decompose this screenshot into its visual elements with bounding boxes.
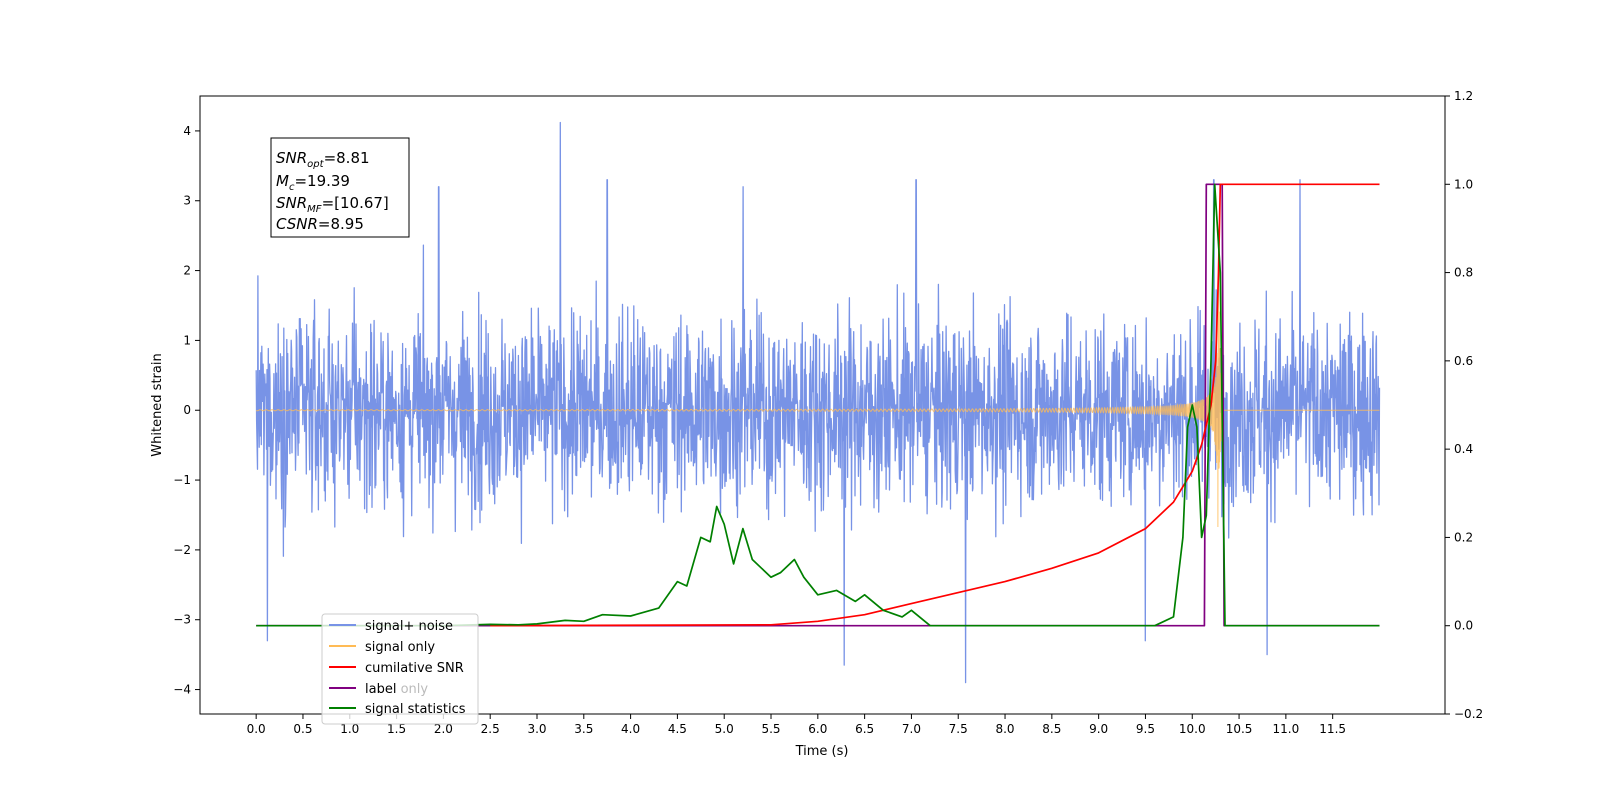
right-y-tick-label: 0.2 (1454, 530, 1473, 544)
x-axis-ticks: 0.0 0.5 1.0 1.5 2.0 2.5 3.0 3.5 4.0 4.5 5.0 5.5 6.0 6… (247, 714, 1346, 736)
x-tick-label: 9.5 (1136, 722, 1155, 736)
x-tick-label: 5.0 (715, 722, 734, 736)
legend-label-signal-statistics: signal statistics (365, 702, 466, 717)
y-tick-label: −2 (173, 543, 191, 557)
right-y-tick-label: 0.6 (1454, 354, 1473, 368)
y-axis-label: Whitened strain (150, 353, 165, 456)
legend-frame (321, 613, 479, 725)
y-tick-label: 0 (183, 403, 191, 417)
legend-overlap-mask (364, 680, 398, 696)
right-y-tick-label: 0.0 (1454, 619, 1473, 633)
overlay-series (256, 183, 1380, 627)
annotation-box (270, 137, 410, 238)
x-tick-label: 0.5 (293, 722, 312, 736)
x-tick-label: 11.0 (1273, 722, 1300, 736)
y-axis-ticks: 4 3 2 1 0 −1 −2 −3 −4 (173, 124, 200, 697)
annotation-snr-mf: SNRMF=[10.67] (276, 194, 389, 215)
x-axis-label: Time (s) (795, 744, 849, 759)
x-tick-label: 7.5 (949, 722, 968, 736)
x-tick-label: 1.5 (387, 722, 406, 736)
x-tick-label: 10.0 (1179, 722, 1206, 736)
x-tick-label: 2.0 (434, 722, 453, 736)
legend-label-cumulative-snr: cumilative SNR (365, 661, 464, 676)
y-tick-label: 2 (183, 264, 191, 278)
y-tick-label: −4 (173, 683, 191, 697)
x-tick-label: 7.0 (902, 722, 921, 736)
stats-annotation: SNRopt=8.81 Mc=19.39 SNRMF=[10.67] CSNR=… (270, 137, 410, 238)
x-tick-label: 4.0 (621, 722, 640, 736)
right-y-tick-label: 1.0 (1454, 177, 1473, 191)
y-tick-label: 1 (183, 333, 191, 347)
x-tick-label: 5.5 (761, 722, 780, 736)
y-tick-label: −1 (173, 473, 191, 487)
annotation-csnr: CSNR=8.95 (276, 215, 364, 233)
x-tick-label: 4.5 (668, 722, 687, 736)
right-y-tick-label: 1.2 (1454, 89, 1473, 103)
plot-area (255, 121, 1381, 684)
legend: signal+ noise signal only cumilative SNR… (321, 613, 479, 725)
x-tick-label: 6.0 (808, 722, 827, 736)
plot-frame (199, 95, 1446, 715)
x-tick-label: 8.0 (995, 722, 1014, 736)
cumulative-snr-line (490, 183, 1380, 627)
y-tick-label: 3 (183, 194, 191, 208)
x-tick-label: 0.0 (247, 722, 266, 736)
legend-label-signal-only: signal only (365, 640, 435, 655)
signal-statistics-line (256, 183, 1380, 627)
right-y-tick-label: −0.2 (1454, 707, 1483, 721)
x-tick-label: 6.5 (855, 722, 874, 736)
signal-only-series (255, 259, 1380, 528)
annotation-snr-opt: SNRopt=8.81 (276, 149, 370, 170)
legend-label-signal-noise: signal+ noise (365, 619, 453, 634)
legend-label-label: label (365, 682, 396, 697)
x-tick-label: 11.5 (1319, 722, 1346, 736)
x-tick-label: 8.5 (1042, 722, 1061, 736)
x-tick-label: 1.0 (340, 722, 359, 736)
signal-only-line (255, 259, 1380, 528)
right-y-tick-label: 0.4 (1454, 442, 1473, 456)
x-tick-label: 3.5 (574, 722, 593, 736)
right-y-tick-label: 0.8 (1454, 266, 1473, 280)
annotation-mc: Mc=19.39 (276, 172, 350, 193)
right-y-axis-ticks: 1.2 1.0 0.8 0.6 0.4 0.2 0.0 −0.2 (1445, 89, 1483, 721)
x-tick-label: 3.0 (527, 722, 546, 736)
y-tick-label: 4 (183, 124, 191, 138)
y-tick-label: −3 (173, 613, 191, 627)
x-tick-label: 10.5 (1226, 722, 1253, 736)
x-tick-label: 9.0 (1089, 722, 1108, 736)
x-tick-label: 2.5 (481, 722, 500, 736)
